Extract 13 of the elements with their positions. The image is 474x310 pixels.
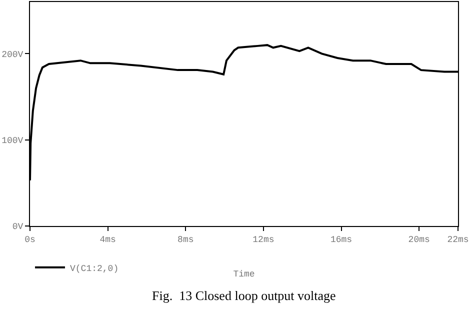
caption: Fig. 13 Closed loop output voltage bbox=[152, 288, 336, 303]
x-tick-label: 4ms bbox=[100, 234, 116, 245]
x-tick-label: 8ms bbox=[178, 234, 194, 245]
x-axis-title: Time bbox=[233, 270, 255, 280]
x-tick-label: 16ms bbox=[330, 234, 352, 245]
x-tick-label: 12ms bbox=[252, 234, 274, 245]
x-tick-label: 20ms bbox=[408, 234, 430, 245]
y-tick-label: 0V bbox=[12, 222, 24, 232]
y-tick-label: 200V bbox=[2, 50, 24, 60]
legend-label: V(C1:2,0) bbox=[70, 264, 119, 274]
y-tick-label: 100V bbox=[2, 136, 24, 146]
x-tick-label: 0s bbox=[24, 234, 36, 245]
x-tick-label: 22ms bbox=[447, 234, 469, 245]
